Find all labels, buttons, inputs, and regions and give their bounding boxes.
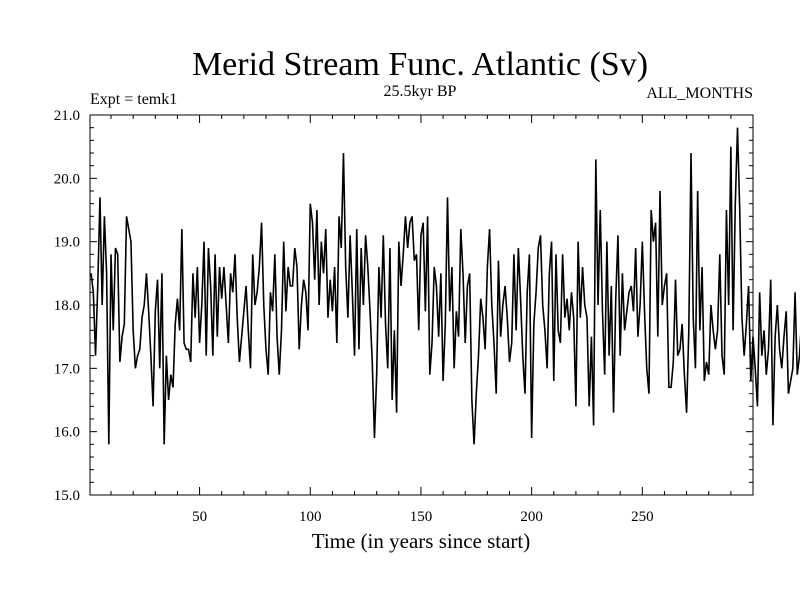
x-axis: 50 100 150 200 250 xyxy=(110,115,732,525)
series-layer xyxy=(90,127,800,445)
plot-frame xyxy=(89,114,754,496)
y-tick-label: 21.0 xyxy=(54,108,80,124)
x-tick-label: 150 xyxy=(410,509,433,525)
x-tick-label: 100 xyxy=(299,509,322,525)
x-tick-label: 50 xyxy=(192,509,207,525)
x-axis-label: Time (in years since start) xyxy=(312,529,531,553)
x-tick-label: 200 xyxy=(520,509,543,525)
subtitle-center: 25.5kyr BP xyxy=(384,83,457,100)
y-tick-label: 20.0 xyxy=(54,171,80,187)
y-tick-label: 16.0 xyxy=(54,425,80,441)
subtitle-left: Expt = temk1 xyxy=(90,91,177,108)
y-tick-label: 17.0 xyxy=(54,361,80,377)
chart-title: Merid Stream Func. Atlantic (Sv) xyxy=(192,46,648,83)
y-tick-label: 15.0 xyxy=(54,488,80,504)
y-tick-label: 18.0 xyxy=(54,298,80,314)
y-tick-label: 19.0 xyxy=(54,235,80,251)
x-tick-label: 250 xyxy=(631,509,654,525)
subtitle-right: ALL_MONTHS xyxy=(646,85,753,102)
series-line xyxy=(90,127,800,445)
